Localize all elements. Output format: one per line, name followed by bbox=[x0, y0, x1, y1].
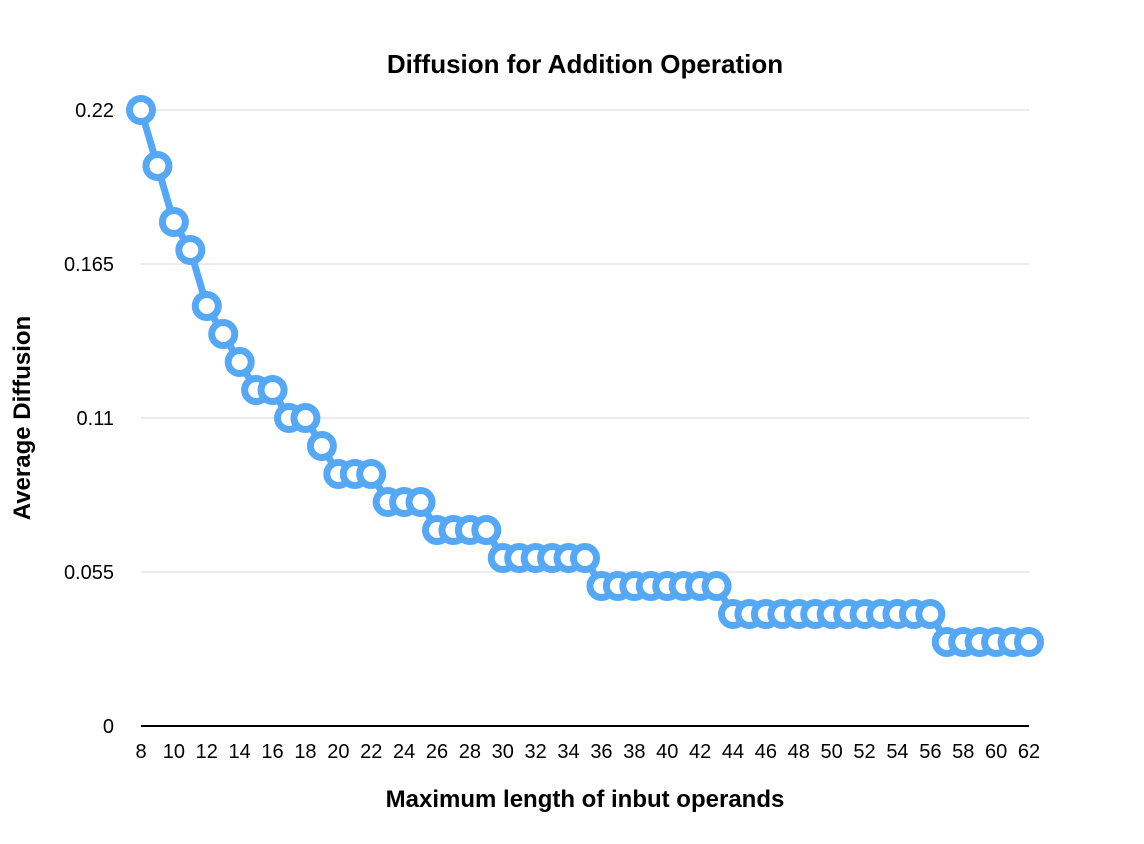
data-point bbox=[158, 207, 189, 237]
x-tick-label: 32 bbox=[525, 741, 547, 763]
y-tick-label: 0.22 bbox=[75, 100, 114, 122]
gridlines bbox=[141, 109, 1029, 573]
x-tick-label: 54 bbox=[886, 741, 908, 763]
x-axis-ticks: 8 10 12 14 16 18 20 22 24 26 28 30 32 34 36 38 40 42 44 46 4… bbox=[135, 741, 1040, 763]
y-tick-label: 0.11 bbox=[77, 408, 114, 430]
x-tick-label: 12 bbox=[196, 741, 218, 763]
data-point bbox=[224, 347, 255, 377]
data-point bbox=[405, 487, 436, 517]
data-point bbox=[191, 291, 222, 321]
x-tick-label: 18 bbox=[294, 741, 316, 763]
chart-title: Diffusion for Addition Operation bbox=[387, 49, 783, 79]
data-point bbox=[175, 235, 206, 265]
y-tick-label: 0 bbox=[103, 716, 114, 738]
series-layer bbox=[126, 95, 1044, 657]
x-tick-label: 60 bbox=[985, 741, 1007, 763]
data-point bbox=[126, 95, 156, 125]
x-tick-label: 34 bbox=[557, 741, 579, 763]
data-point bbox=[471, 515, 502, 545]
data-point bbox=[915, 599, 946, 629]
data-point bbox=[208, 319, 239, 349]
x-tick-label: 14 bbox=[229, 741, 251, 763]
y-axis-title: Average Diffusion bbox=[9, 316, 36, 520]
x-tick-label: 40 bbox=[656, 741, 678, 763]
x-tick-label: 38 bbox=[623, 741, 645, 763]
y-tick-label: 0.055 bbox=[64, 562, 114, 584]
data-point bbox=[290, 403, 321, 433]
x-tick-label: 16 bbox=[261, 741, 283, 763]
x-tick-label: 36 bbox=[590, 741, 612, 763]
x-tick-label: 46 bbox=[755, 741, 777, 763]
y-axis-ticks: 0 0.055 0.11 0.165 0.22 bbox=[64, 100, 114, 738]
x-tick-label: 42 bbox=[689, 741, 711, 763]
x-tick-label: 52 bbox=[853, 741, 875, 763]
data-point bbox=[257, 375, 288, 405]
x-tick-label: 28 bbox=[459, 741, 481, 763]
x-tick-label: 44 bbox=[722, 741, 744, 763]
x-tick-label: 20 bbox=[327, 741, 349, 763]
data-point bbox=[701, 571, 732, 601]
x-tick-label: 24 bbox=[393, 741, 415, 763]
x-tick-label: 62 bbox=[1018, 741, 1040, 763]
x-tick-label: 30 bbox=[492, 741, 514, 763]
data-point bbox=[1014, 627, 1044, 657]
data-point bbox=[306, 431, 337, 461]
x-tick-label: 8 bbox=[135, 741, 146, 763]
data-point bbox=[142, 151, 173, 181]
x-tick-label: 50 bbox=[821, 741, 843, 763]
x-tick-label: 22 bbox=[360, 741, 382, 763]
x-tick-label: 26 bbox=[426, 741, 448, 763]
x-tick-label: 58 bbox=[952, 741, 974, 763]
y-tick-label: 0.165 bbox=[64, 254, 114, 276]
x-tick-label: 56 bbox=[919, 741, 941, 763]
x-axis-title: Maximum length of inbut operands bbox=[386, 786, 785, 813]
x-tick-label: 48 bbox=[788, 741, 810, 763]
data-point bbox=[356, 459, 387, 489]
x-tick-label: 10 bbox=[163, 741, 185, 763]
data-point bbox=[570, 543, 600, 573]
